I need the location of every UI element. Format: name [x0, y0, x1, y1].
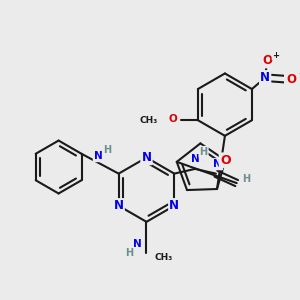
Text: N: N [142, 151, 152, 164]
Text: N: N [191, 154, 200, 164]
Text: ⁻: ⁻ [298, 71, 300, 81]
Text: N: N [169, 199, 179, 212]
Text: O: O [262, 54, 272, 67]
Text: N: N [94, 151, 103, 161]
Text: O: O [168, 114, 177, 124]
Text: N: N [213, 159, 222, 169]
Text: CH₃: CH₃ [154, 253, 172, 262]
Text: H: H [242, 174, 250, 184]
Text: H: H [103, 146, 112, 155]
Text: N: N [133, 238, 141, 249]
Text: CH₃: CH₃ [140, 116, 158, 125]
Text: O: O [220, 154, 231, 167]
Text: H: H [200, 147, 208, 157]
Text: N: N [114, 199, 124, 212]
Text: +: + [272, 50, 279, 59]
Text: N: N [260, 71, 270, 84]
Text: O: O [286, 73, 297, 86]
Text: H: H [125, 248, 134, 258]
